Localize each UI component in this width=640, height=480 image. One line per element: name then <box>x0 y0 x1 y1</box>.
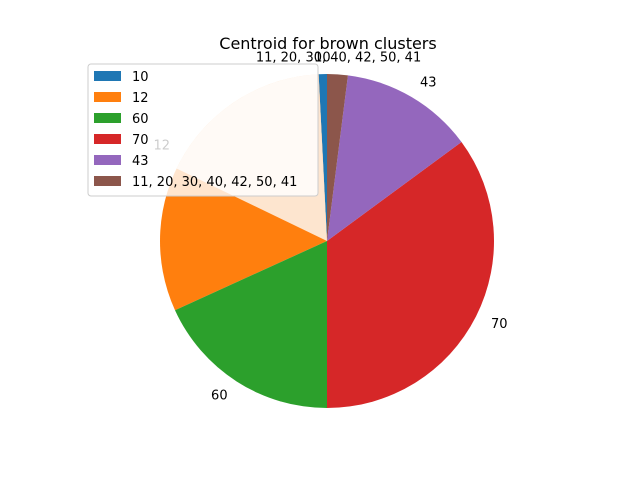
slice-label-0: 10 <box>314 50 331 65</box>
pie-slice-5 <box>327 74 348 241</box>
slice-label-4: 43 <box>420 76 437 91</box>
legend-box <box>87 63 319 197</box>
legend-swatch-5 <box>94 176 121 186</box>
chart-title: Centroid for brown clusters <box>219 34 436 53</box>
legend-label-5: 11, 20, 30, 40, 42, 50, 41 <box>132 175 297 190</box>
slice-label-3: 70 <box>491 317 508 332</box>
pie-slice-3 <box>327 141 495 408</box>
legend-swatch-1 <box>94 92 121 102</box>
slice-label-5: 11, 20, 30, 40, 42, 50, 41 <box>256 51 421 66</box>
pie-slice-2 <box>175 241 327 408</box>
legend: 10 12 60 70 43 11, 20, 30, 40, 42, 50, 41 <box>87 63 319 197</box>
slice-label-2: 60 <box>211 388 228 403</box>
legend-label-2: 60 <box>132 112 149 127</box>
legend-label-1: 12 <box>132 91 149 106</box>
pie-slice-4 <box>327 75 462 242</box>
pie-slice-0 <box>318 74 327 241</box>
legend-swatch-2 <box>94 113 121 123</box>
legend-label-4: 43 <box>132 154 149 169</box>
legend-swatch-0 <box>94 71 121 81</box>
legend-label-0: 10 <box>132 70 149 85</box>
legend-swatch-3 <box>94 134 121 144</box>
legend-label-3: 70 <box>132 133 149 148</box>
legend-swatch-4 <box>94 155 121 165</box>
